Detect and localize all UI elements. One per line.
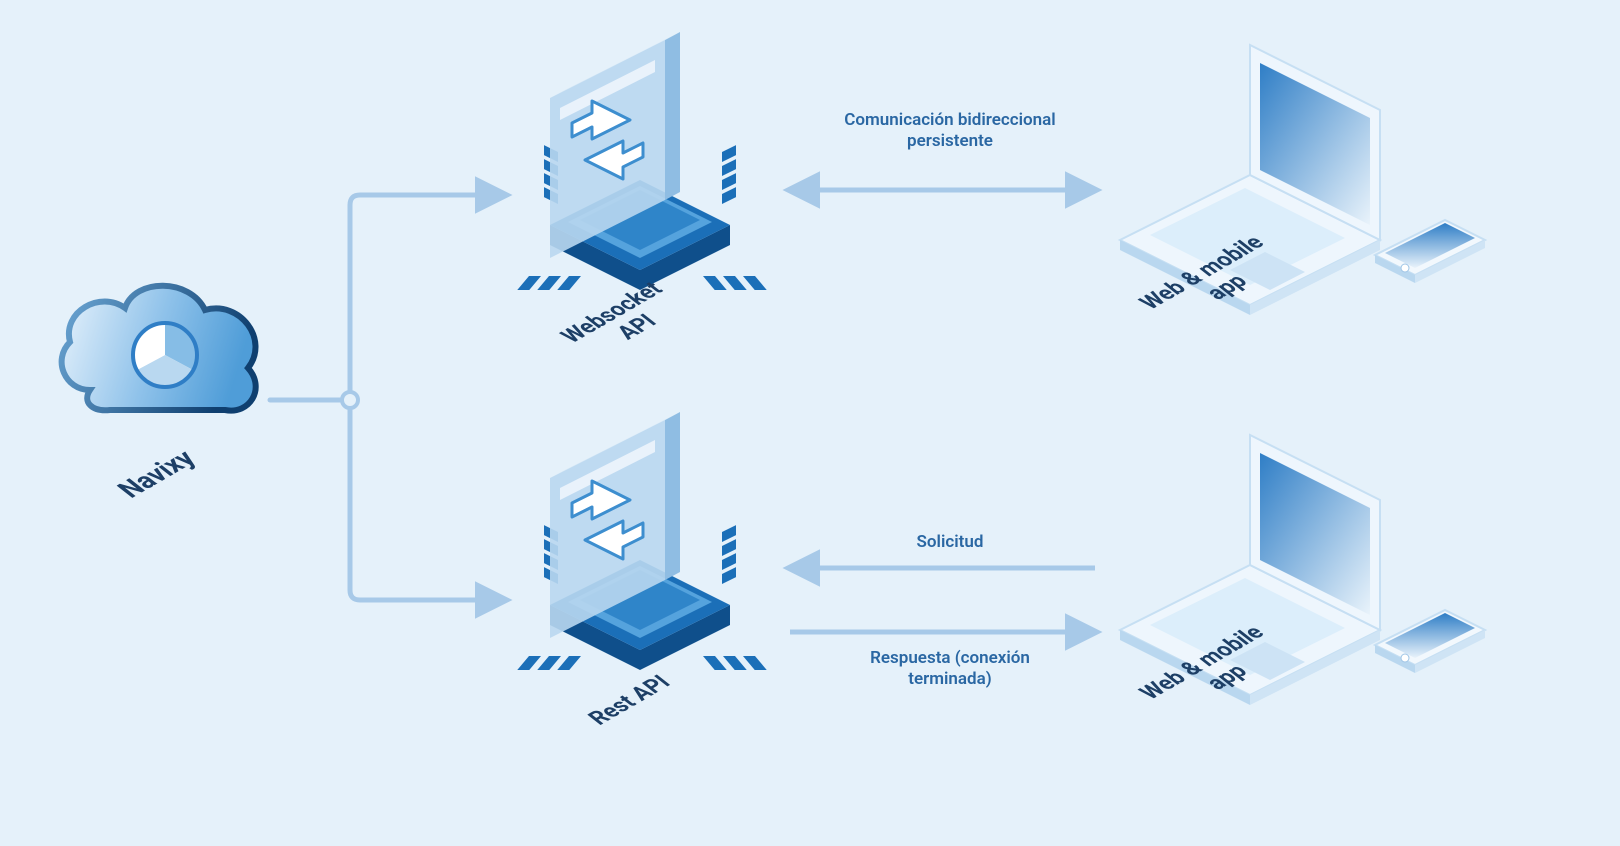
rest-api-label: Rest API xyxy=(552,656,707,746)
client-bottom-label: Web & mobile app xyxy=(1099,603,1331,737)
client-bottom-label-l1: Web & mobile xyxy=(1133,623,1272,703)
edge-rest-resp-label-l1: Respuesta (conexión xyxy=(870,648,1030,668)
edge-rest-resp-label: Respuesta (conexión terminada) xyxy=(810,648,1090,691)
websocket-api-label-l1: Websocket xyxy=(554,279,671,346)
edge-ws-label: Comunicación bidireccional persistente xyxy=(810,110,1090,153)
edge-rest-req-label: Solicitud xyxy=(810,532,1090,553)
navixy-label: Navixy xyxy=(110,447,206,502)
websocket-api-icon xyxy=(517,32,766,290)
client-top-label-l1: Web & mobile xyxy=(1133,233,1272,313)
edge-root-split xyxy=(270,195,505,600)
edge-ws-label-l2: persistente xyxy=(907,131,993,151)
edge-ws-label-l1: Comunicación bidireccional xyxy=(844,110,1055,130)
rest-api-icon xyxy=(517,412,766,670)
edge-rest-resp-label-l2: terminada) xyxy=(908,669,991,689)
client-top-label: Web & mobile app xyxy=(1099,213,1331,347)
navixy-cloud-icon xyxy=(62,286,256,411)
websocket-api-label: Websocket API xyxy=(526,263,724,377)
